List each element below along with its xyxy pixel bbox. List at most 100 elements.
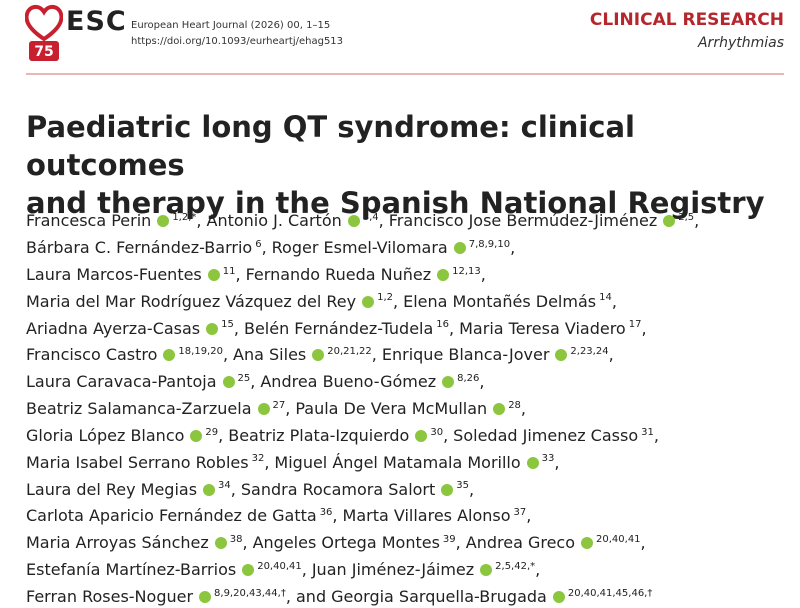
author-name: Fernando Rueda Nuñez — [245, 264, 432, 284]
separator: , — [196, 211, 202, 231]
orcid-icon — [453, 242, 466, 255]
logo: 75 — [25, 5, 63, 61]
author: Maria Teresa Viadero 17, — [459, 319, 646, 338]
affiliation: 30 — [430, 426, 444, 438]
author: Sandra Rocamora Salort 35, — [241, 480, 474, 499]
author-name: Andrea Greco — [465, 533, 576, 553]
author-name: Francesca Perin — [26, 211, 152, 231]
author-line: Laura del Rey Megias 34, Sandra Rocamora S… — [26, 474, 704, 501]
orcid-icon — [493, 403, 506, 416]
author-name: Ariadna Ayerza-Casas — [26, 318, 201, 338]
author: Ariadna Ayerza-Casas 15, — [26, 319, 239, 338]
author: Estefanía Martínez-Barrios 20,40,41, — [26, 560, 307, 579]
orcid-icon — [552, 590, 565, 603]
author-name: Maria Teresa Viadero — [459, 318, 626, 338]
affiliation: 25 — [237, 372, 251, 384]
author-name: Antonio J. Cartón — [206, 211, 342, 231]
author-line: Francesca Perin 1,2,*, Antonio J. Cartón 3,… — [26, 206, 704, 233]
author: Francesca Perin 1,2,*, — [26, 211, 202, 230]
author-line: Estefanía Martínez-Barrios 20,40,41, Juan … — [26, 555, 704, 582]
author: Soledad Jimenez Casso 31, — [453, 426, 659, 445]
title-line: Paediatric long QT syndrome: clinical ou… — [26, 110, 635, 182]
affiliation: 33 — [541, 453, 555, 465]
orcid-icon — [203, 483, 216, 496]
orcid-icon — [157, 215, 170, 228]
author-name: Marta Villares Alonso — [342, 506, 511, 526]
affiliation: 12,13 — [452, 265, 481, 277]
separator: , — [378, 211, 384, 231]
orcid-icon — [555, 349, 568, 362]
orcid-icon — [214, 537, 227, 550]
author-line: Laura Caravaca-Pantoja 25, Andrea Bueno-Gó… — [26, 367, 704, 394]
author-name: Estefanía Martínez-Barrios — [26, 560, 237, 580]
separator: , — [520, 399, 527, 419]
author-name: Elena Montañés Delmás — [403, 291, 597, 311]
separator: , — [480, 264, 486, 284]
doi: https://doi.org/10.1093/eurheartj/ehag51… — [131, 36, 344, 47]
affiliation: 27 — [272, 399, 286, 411]
author-name: Paula De Vera McMullan — [295, 399, 488, 419]
author-name: Maria Arroyas Sánchez — [26, 533, 209, 553]
separator: , — [301, 560, 307, 580]
author: Juan Jiménez-Jáimez 2,5,42,*, — [312, 560, 540, 579]
affiliation: 39 — [442, 533, 456, 545]
affiliation: 11 — [222, 265, 236, 277]
affiliation: 17 — [628, 319, 642, 331]
separator: , — [443, 425, 449, 445]
separator: , — [640, 533, 646, 553]
affiliation: 20,40,41,45,46,† — [567, 587, 653, 599]
separator: , — [554, 452, 560, 472]
author-line: Maria del Mar Rodríguez Vázquez del Rey 1… — [26, 286, 704, 313]
separator: , — [285, 399, 291, 419]
affiliation: 34 — [218, 480, 231, 492]
author-name: Miguel Ángel Matamala Morillo — [274, 452, 521, 472]
affiliation: 7,8,9,10 — [468, 238, 511, 250]
author: Francisco Jose Bermúdez-Jiménez 2,5, — [389, 211, 699, 230]
author-name: Gloria López Blanco — [26, 425, 185, 445]
author-line: Ferran Roses-Noguer 8,9,20,43,44,†, and Ge… — [26, 582, 704, 608]
header-rule — [26, 73, 784, 75]
orcid-icon — [207, 268, 220, 281]
author-name: Enrique Blanca-Jover — [381, 345, 550, 365]
separator: , — [332, 506, 338, 526]
orcid-icon — [190, 429, 203, 442]
separator: , — [371, 345, 377, 365]
author: Gloria López Blanco 29, — [26, 426, 223, 445]
separator: , — [455, 533, 461, 553]
author-name: Juan Jiménez-Jáimez — [311, 560, 475, 580]
author: Antonio J. Cartón 3,4, — [207, 211, 384, 230]
orcid-icon — [242, 564, 255, 577]
affiliation: 8,26 — [457, 372, 480, 384]
separator: , — [526, 506, 532, 526]
affiliation: 32 — [251, 453, 265, 465]
separator: , — [233, 318, 239, 338]
author-line: Ariadna Ayerza-Casas 15, Belén Fernández-T… — [26, 313, 704, 340]
page: 75 ESC European Heart Journal (2026) 00,… — [25, 5, 784, 606]
author: Elena Montañés Delmás 14, — [403, 292, 617, 311]
affiliation: 31 — [641, 426, 654, 438]
author: Angeles Ortega Montes 39, — [253, 533, 461, 552]
author: Maria del Mar Rodríguez Vázquez del Rey 1… — [26, 292, 398, 311]
author-name: Georgia Sarquella-Brugada — [331, 586, 547, 606]
separator: , — [535, 560, 541, 580]
separator: , — [261, 238, 267, 258]
logo-text: 75 — [34, 44, 53, 60]
separator: , — [264, 452, 270, 472]
author: Maria Arroyas Sánchez 38, — [26, 533, 248, 552]
author-name: Beatriz Plata-Izquierdo — [228, 425, 410, 445]
affiliation: 6 — [255, 238, 262, 250]
author-name: Bárbara C. Fernández-Barrio — [26, 238, 253, 258]
affiliation: 15 — [221, 319, 234, 331]
separator: , — [449, 318, 455, 338]
affiliation: 16 — [436, 319, 450, 331]
author-name: Roger Esmel-Vilomara — [271, 238, 448, 258]
orcid-icon — [581, 537, 594, 550]
author: Ferran Roses-Noguer 8,9,20,43,44,†, and — [26, 587, 326, 606]
title-line: and therapy in the Spanish National Regi… — [26, 186, 765, 220]
author: Paula De Vera McMullan 28, — [295, 399, 526, 418]
orcid-icon — [663, 215, 676, 228]
orcid-icon — [347, 215, 360, 228]
orcid-icon — [442, 376, 455, 389]
orcid-icon — [526, 456, 539, 469]
separator: , — [653, 425, 659, 445]
